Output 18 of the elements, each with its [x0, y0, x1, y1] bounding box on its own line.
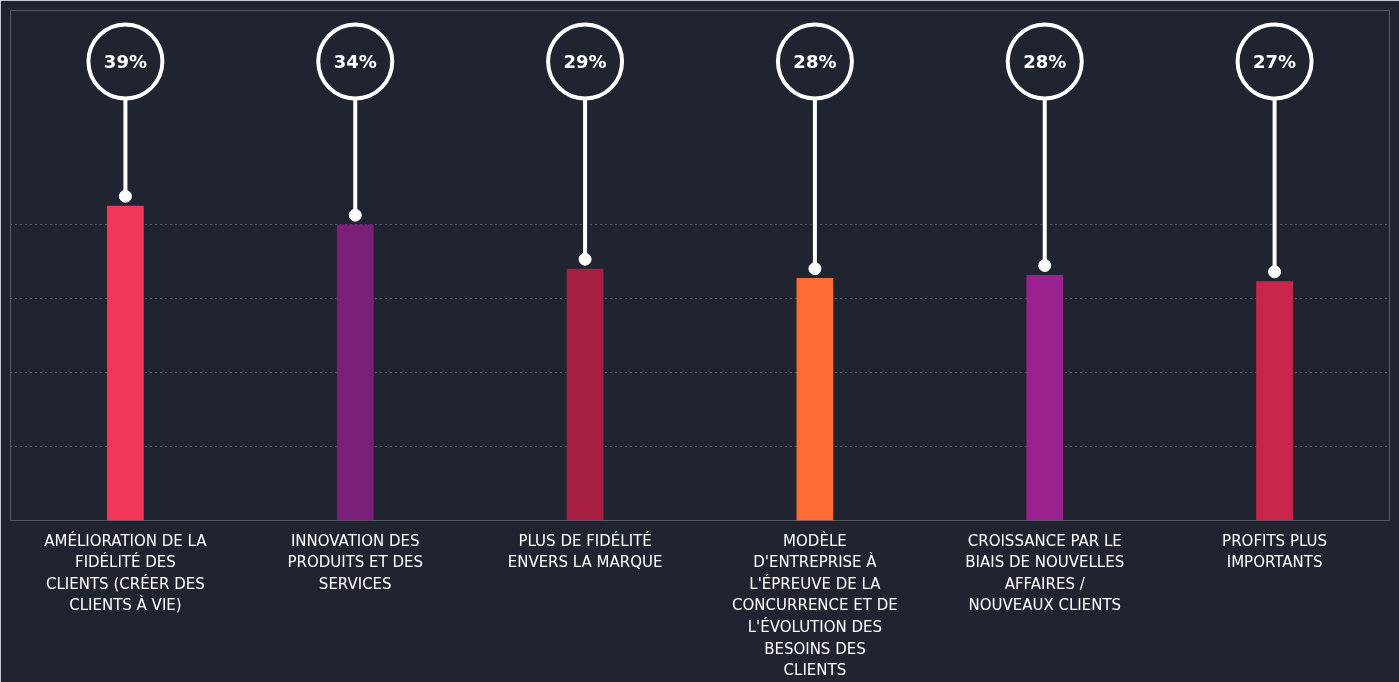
bar: [336, 224, 374, 521]
bar: [566, 268, 604, 521]
x-tick-label: PLUS DE FIDÉLITÉ ENVERS LA MARQUE: [507, 530, 663, 572]
x-tick-label: PROFITS PLUS IMPORTANTS: [1222, 531, 1328, 572]
text: 28%: [793, 51, 837, 72]
x-tick-label: MODÈLE D'ENTREPRISE À L'ÉPREUVE DE LA CONCURRENCE ET DE L'ÉVOLUTION DES BESOINS DES CLIENTS: [732, 530, 898, 680]
text: 29%: [563, 51, 607, 72]
bar: [1026, 274, 1064, 521]
x-tick-label: CROISSANCE PAR LE BIAIS DE NOUVELLES AFFAIRES / NOUVEAUX CLIENTS: [965, 531, 1125, 615]
bar: [796, 278, 834, 521]
bar: [1256, 281, 1293, 521]
text: 34%: [333, 51, 377, 72]
x-tick-label: AMÉLIORATION DE LA FIDÉLITÉ DES CLIENTS (CRÉER DES CLIENTS À VIE): [44, 530, 208, 615]
text: 27%: [1253, 51, 1297, 72]
text: 39%: [103, 51, 147, 72]
x-tick-label: INNOVATION DES PRODUITS ET DES SERVICES: [287, 531, 424, 593]
bar: [107, 205, 144, 521]
text: 28%: [1023, 51, 1067, 72]
